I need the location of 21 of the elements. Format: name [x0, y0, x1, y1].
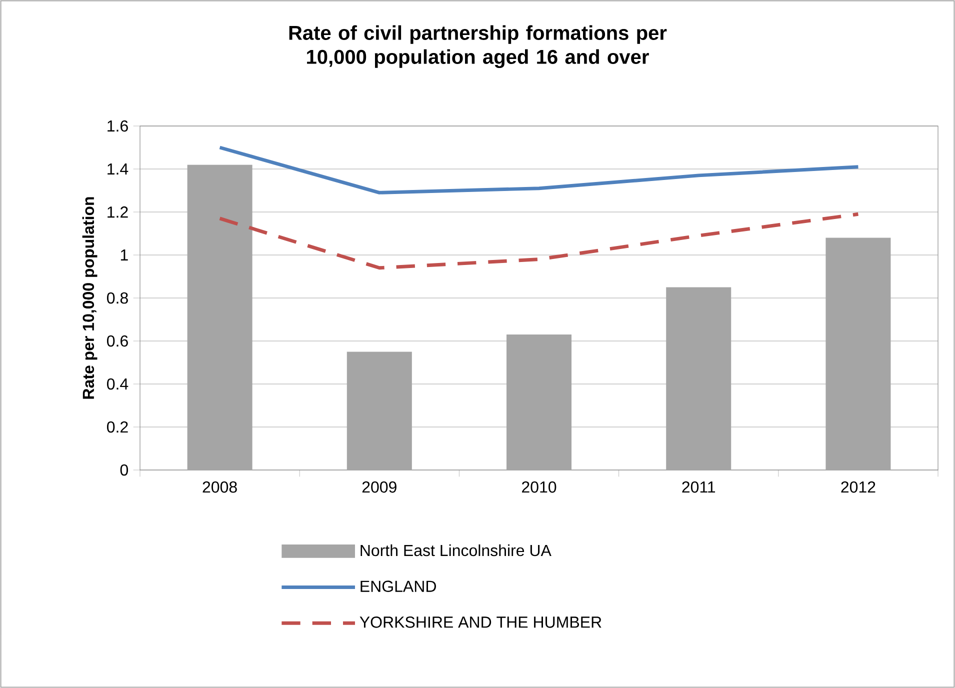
legend-label: YORKSHIRE AND THE HUMBER [360, 616, 602, 628]
chart-title: Rate of civil partnership formations per 10,000 population aged 16 and over [289, 25, 667, 68]
legend-label: ENGLAND [360, 580, 436, 592]
x-tick-label: 2012 [841, 481, 876, 493]
x-tick-label: 2011 [682, 481, 716, 493]
x-tick-label: 2010 [522, 481, 556, 493]
y-tick-label: 1 [120, 250, 128, 260]
legend-label: North East Lincolnshire UA [360, 544, 552, 556]
y-tick-label: 0 [120, 464, 128, 476]
y-tick-label: 0.4 [107, 378, 128, 390]
y-tick-label: 1.2 [108, 206, 128, 218]
x-tick-label: 2009 [362, 481, 396, 493]
y-tick-label: 0.2 [107, 421, 128, 433]
x-tick-label: 2008 [202, 481, 237, 493]
y-tick-label: 1.4 [108, 164, 128, 174]
y-tick-label: 1.6 [108, 120, 128, 132]
line-series [218, 146, 860, 194]
y-tick-label: 0.6 [107, 335, 128, 347]
y-tick-label: 0.8 [107, 292, 128, 304]
line-series [218, 212, 860, 270]
y-axis-title: Rate per 10,000 population [82, 197, 98, 399]
